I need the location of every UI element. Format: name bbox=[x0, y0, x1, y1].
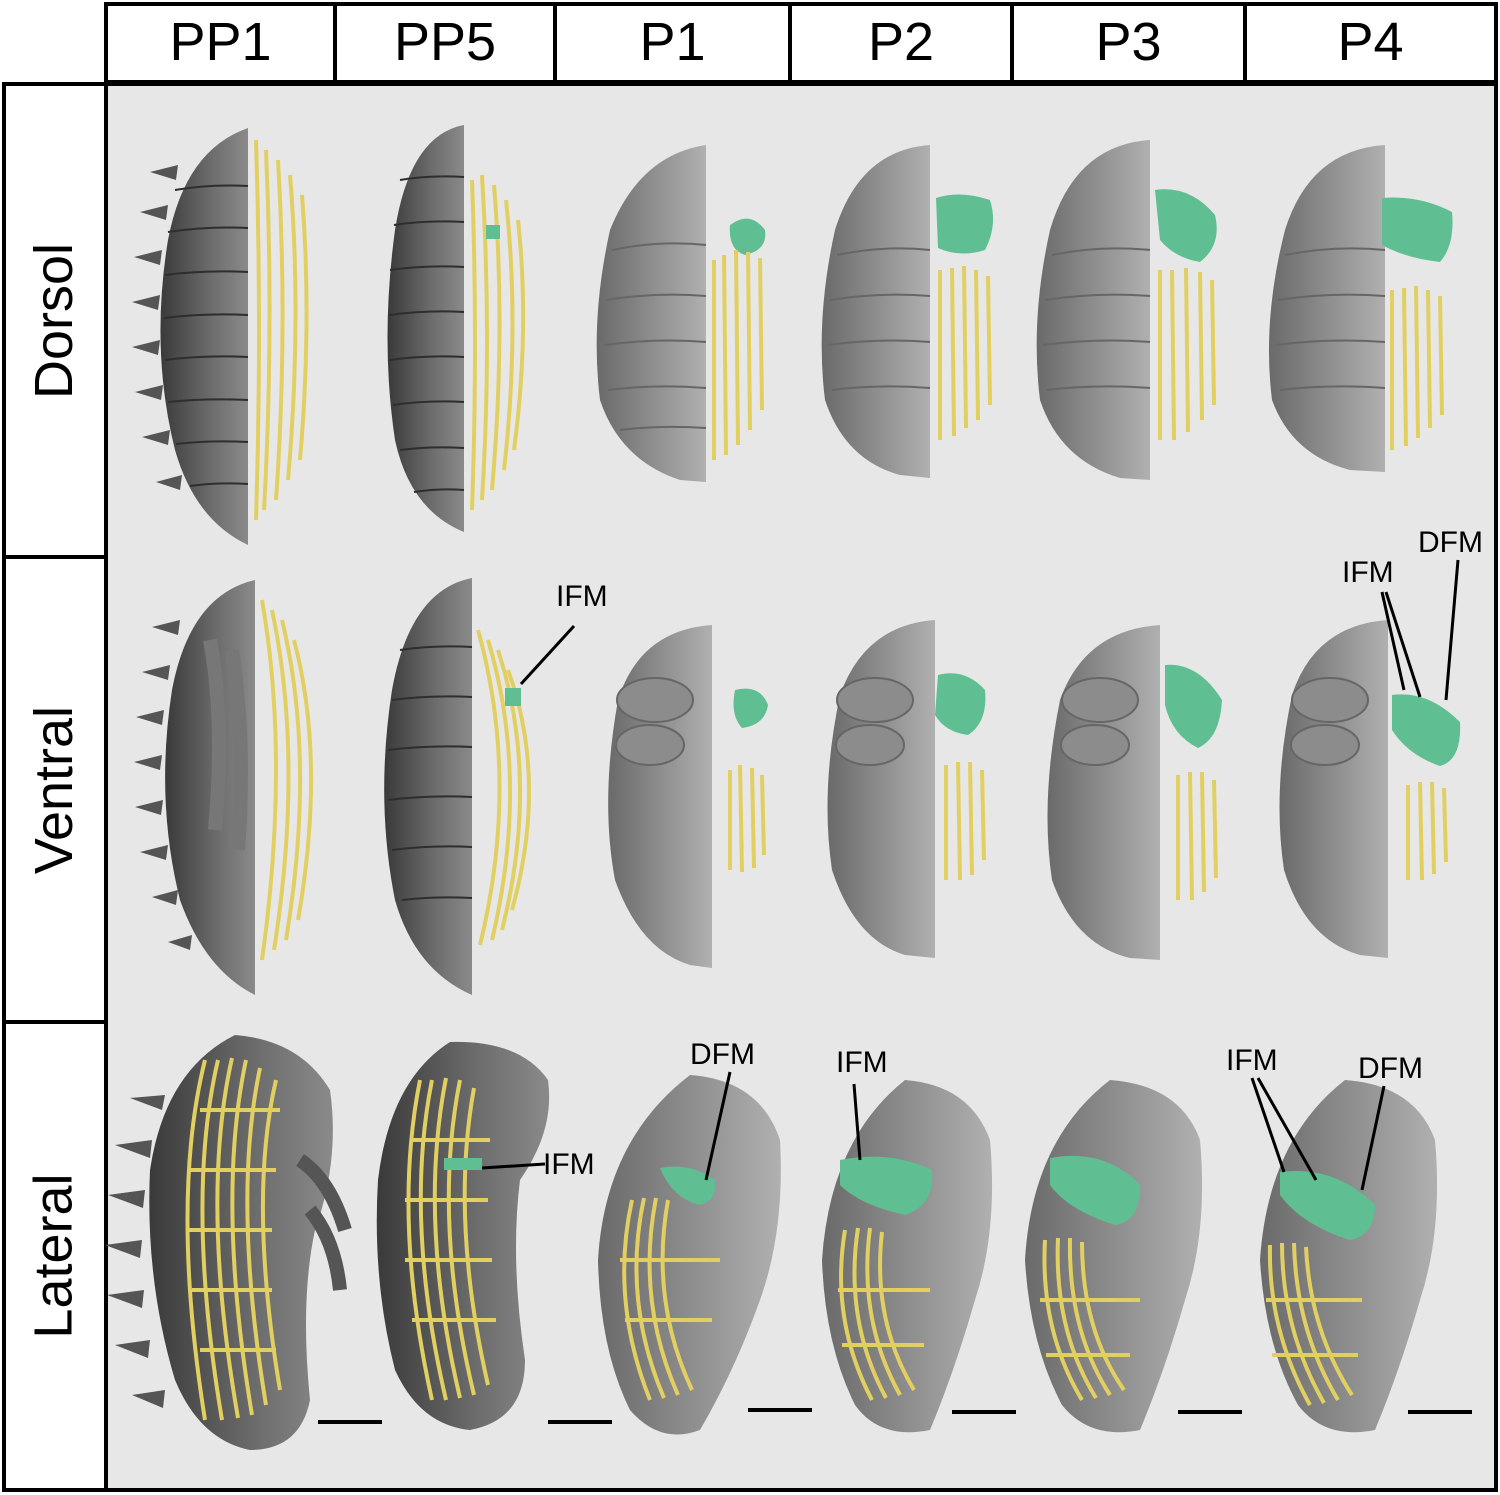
lateral-p4-specimen bbox=[1260, 1080, 1438, 1433]
ifm-ventral-pp5-label: IFM bbox=[556, 580, 608, 613]
ventral-p3-specimen bbox=[1047, 625, 1222, 960]
row-header-ventral: Ventral bbox=[4, 557, 104, 1022]
ifm-lateral-p4-label: IFM bbox=[1226, 1044, 1278, 1077]
column-header-pp1: PP1 bbox=[169, 12, 272, 72]
column-header-p3: P3 bbox=[1095, 12, 1162, 72]
column-header-p4: P4 bbox=[1337, 12, 1404, 72]
dfm-ventral-p4-leader bbox=[1444, 559, 1460, 701]
lateral-p3-specimen bbox=[1025, 1080, 1203, 1433]
ifm-ventral-p4-label: IFM bbox=[1342, 556, 1394, 589]
ifm-lateral-p4-leader-a bbox=[1250, 1077, 1286, 1173]
row-header-dorsal: Dorsol bbox=[4, 84, 104, 557]
ifm-lateral-pp5-label: IFM bbox=[543, 1148, 595, 1181]
dorsal-p2-specimen bbox=[821, 145, 994, 478]
row-header-ventral-label: Ventral bbox=[24, 705, 84, 874]
dorsal-p3-specimen bbox=[1036, 140, 1217, 480]
dfm-ventral-p4-label: DFM bbox=[1418, 526, 1483, 559]
dfm-lateral-p1-leader bbox=[704, 1071, 732, 1181]
column-header-p1: P1 bbox=[639, 12, 706, 72]
ifm-lateral-pp5-leader bbox=[481, 1162, 546, 1170]
ventral-pp5-specimen bbox=[384, 578, 531, 995]
ventral-p4-specimen bbox=[1279, 620, 1461, 958]
ifm-ventral-p4-leader-b bbox=[1384, 591, 1422, 698]
ifm-lateral-p4-leader-b bbox=[1256, 1077, 1318, 1181]
dorsal-p1-specimen bbox=[596, 145, 766, 482]
lateral-pp5-specimen bbox=[376, 1041, 550, 1430]
dorsal-pp1-specimen bbox=[132, 128, 309, 545]
ventral-pp1-specimen bbox=[134, 580, 314, 995]
ifm-ventral-p4-leader-a bbox=[1380, 591, 1406, 691]
lateral-p2-specimen bbox=[822, 1080, 993, 1433]
ifm-lateral-p2-leader bbox=[852, 1083, 862, 1161]
ifm-lateral-p2-label: IFM bbox=[836, 1046, 888, 1079]
row-header-frame bbox=[2, 82, 108, 1492]
lateral-p1-specimen bbox=[598, 1075, 781, 1435]
column-header-p2: P2 bbox=[867, 12, 935, 72]
row-header-lateral: Lateral bbox=[4, 1022, 104, 1490]
row-header-lateral-label: Lateral bbox=[24, 1173, 84, 1339]
ventral-p2-specimen bbox=[827, 620, 986, 958]
lateral-pp1-specimen bbox=[105, 1035, 352, 1450]
dorsal-pp5-specimen bbox=[387, 125, 526, 532]
dfm-lateral-p1-label: DFM bbox=[690, 1038, 755, 1071]
column-header-pp5: PP5 bbox=[393, 12, 497, 72]
ifm-ventral-pp5-leader bbox=[519, 624, 576, 686]
dfm-lateral-p4-leader bbox=[1360, 1085, 1386, 1191]
dfm-lateral-p4-label: DFM bbox=[1358, 1052, 1423, 1085]
header-row-frame bbox=[104, 2, 1498, 84]
ventral-p1-specimen bbox=[608, 625, 768, 968]
row-header-dorsal-label: Dorsol bbox=[24, 242, 85, 399]
dorsal-p4-specimen bbox=[1268, 145, 1453, 472]
panel-border bbox=[104, 82, 1498, 1492]
